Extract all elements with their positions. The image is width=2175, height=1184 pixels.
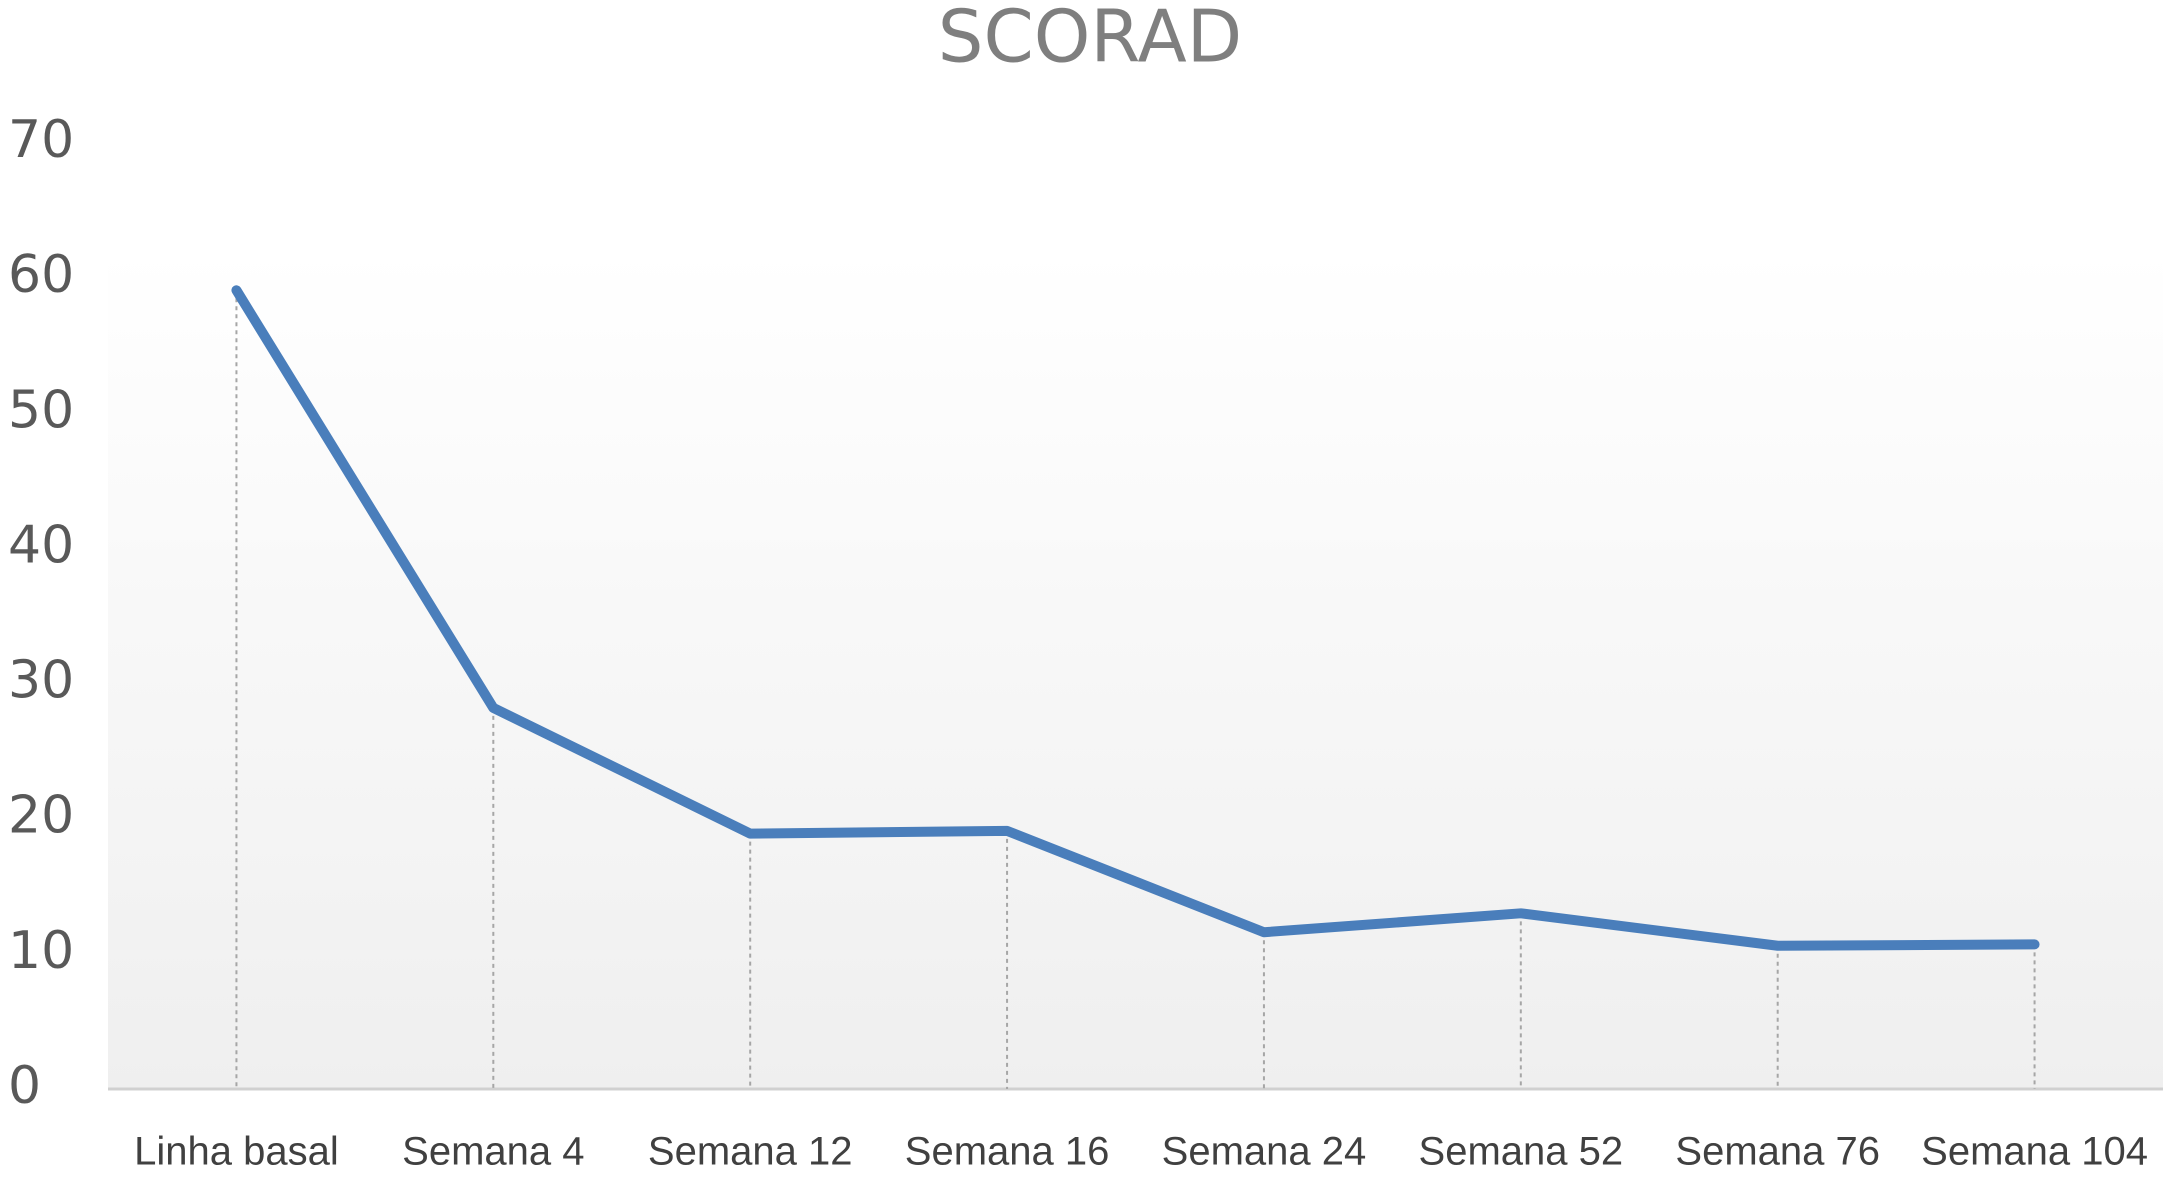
x-tick-label: Semana 12 [648, 1130, 853, 1174]
plot-background [108, 250, 2163, 1089]
x-tick-label: Semana 24 [1162, 1130, 1367, 1174]
y-tick-label: 60 [8, 245, 74, 305]
data-line [231, 285, 2040, 951]
x-tick-label: Linha basal [134, 1130, 339, 1174]
y-tick-label: 40 [8, 515, 74, 575]
x-tick-label: Semana 16 [905, 1130, 1110, 1174]
y-tick-label: 0 [8, 1056, 41, 1116]
x-tick-label: Semana 104 [1921, 1130, 2148, 1174]
x-tick-label: Semana 52 [1419, 1130, 1624, 1174]
y-tick-label: 30 [8, 651, 74, 711]
y-tick-label: 10 [8, 921, 74, 981]
y-tick-label: 50 [8, 380, 74, 440]
x-tick-label: Semana 76 [1675, 1130, 1880, 1174]
y-tick-label: 70 [8, 110, 74, 170]
x-tick-label: Semana 4 [402, 1130, 584, 1174]
y-tick-label: 20 [8, 786, 74, 846]
chart-title: SCORAD [938, 0, 1242, 79]
